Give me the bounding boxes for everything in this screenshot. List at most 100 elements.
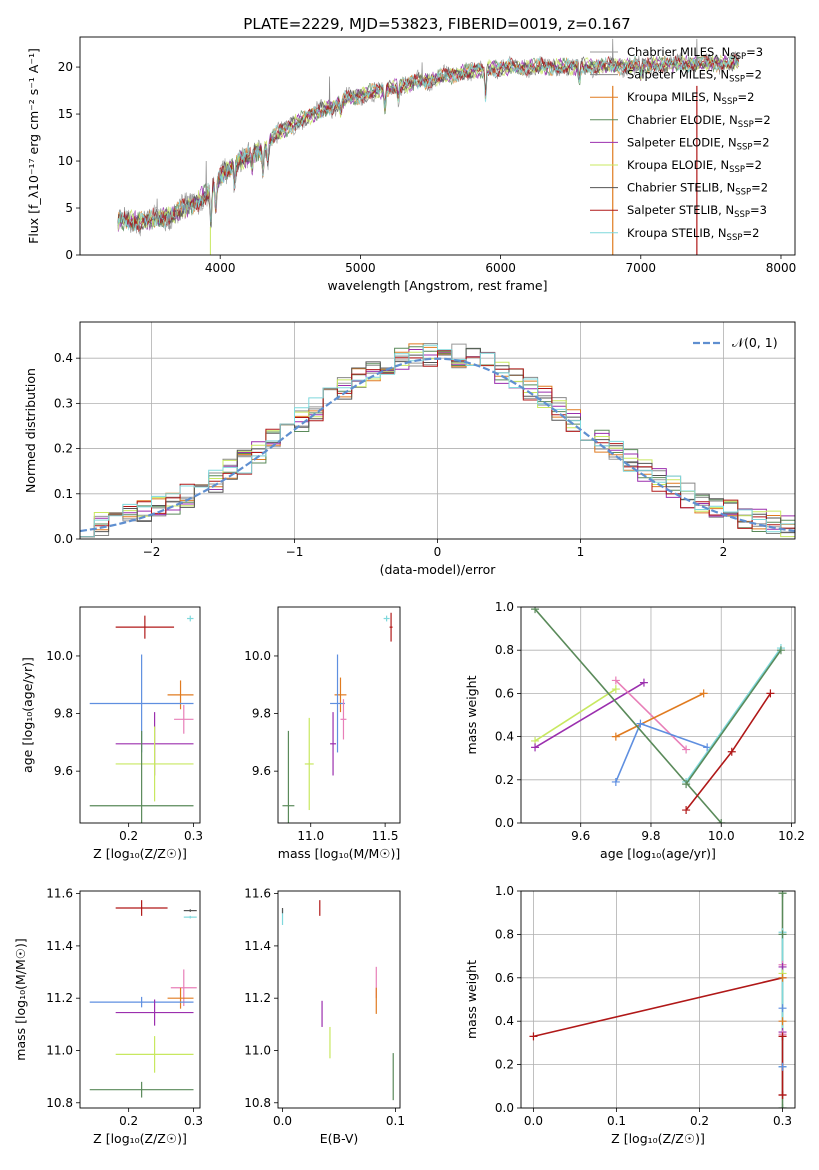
legend-label: Salpeter MILES, NSSP=2 (627, 68, 762, 85)
plot-frame (520, 890, 796, 1109)
y-tick-label: 0.6 (495, 971, 514, 985)
x-tick-label: 6000 (485, 261, 516, 275)
x-tick-label: 10.2 (778, 829, 805, 843)
x-tick-label: 0 (434, 545, 442, 559)
plus-marker (531, 607, 540, 614)
x-tick-label: 7000 (626, 261, 657, 275)
plot-frame (79, 890, 201, 1109)
x-axis-label: Z [log₁₀(Z/Z☉)] (93, 846, 187, 861)
plus-marker (682, 780, 691, 789)
y-tick-label: 0.2 (495, 773, 514, 787)
x-axis-label: mass [log₁₀(M/M☉)] (278, 846, 400, 861)
y-tick-label: 1.0 (495, 600, 514, 614)
spectrum-series-line (117, 51, 739, 234)
y-tick-label: 11.0 (244, 1043, 271, 1057)
plot-frame (277, 890, 401, 1109)
y-tick-label: 10.0 (46, 649, 73, 663)
weight-series-line (615, 692, 705, 738)
plus-marker (778, 1104, 787, 1108)
weight-series-line (534, 688, 617, 742)
y-axis-label: Flux [f_λ10⁻¹⁷ erg cm⁻² s⁻¹ A⁻¹] (26, 48, 41, 244)
legend-label: Salpeter ELODIE, NSSP=2 (627, 135, 770, 152)
age-vs-mass-panel: 11.0 11.5 9.6 9.8 10.0 mass [log₁₀(M/M☉)] (244, 606, 401, 861)
weight-series-line (534, 608, 722, 823)
y-tick-label: 9.8 (252, 707, 271, 721)
normal-distribution-curve (80, 357, 795, 533)
plus-marker (778, 1032, 787, 1041)
x-axis-label: Z [log₁₀(Z/Z☉)] (93, 1131, 187, 1146)
x-tick-label: 11.0 (297, 829, 324, 843)
plus-marker (727, 747, 736, 756)
x-tick-label: 9.6 (571, 829, 590, 843)
histogram-series (80, 344, 795, 538)
y-axis-label: Normed distribution (23, 368, 38, 493)
y-tick-label: 9.6 (252, 764, 271, 778)
legend-label: Kroupa ELODIE, NSSP=2 (627, 158, 762, 175)
y-tick-label: 11.4 (244, 939, 271, 953)
plus-marker (611, 777, 620, 786)
y-tick-label: 11.6 (244, 887, 271, 901)
plus-marker (531, 743, 540, 752)
plus-marker (776, 646, 785, 655)
plus-marker (682, 806, 691, 815)
legend-label: 𝒩(0, 1) (732, 335, 778, 350)
weight-series-line (685, 649, 782, 785)
mass-vs-ebv-panel: 0.0 0.1 10.8 11.0 11.2 11.4 11.6 E(B-V) (244, 887, 405, 1146)
plus-marker (717, 819, 726, 823)
spectrum-series-line (117, 54, 739, 233)
y-tick-label: 0 (65, 248, 73, 262)
plus-marker (611, 685, 620, 694)
plus-marker (636, 719, 645, 728)
y-tick-label: 10.8 (46, 1096, 73, 1110)
weight-vs-age-panel: 9.6 9.8 10.0 10.2 0.0 0.2 0.4 0.6 0.8 1.0 age [log… (464, 600, 805, 861)
spectrum-series-line (117, 55, 739, 232)
plus-marker (778, 891, 787, 898)
y-axis-label: mass weight (464, 675, 479, 754)
x-tick-label: 0.0 (524, 1114, 543, 1128)
legend-label: Salpeter STELIB, NSSP=3 (627, 203, 767, 220)
y-tick-label: 11.2 (46, 991, 73, 1005)
plus-marker (778, 1004, 787, 1013)
figure-title: PLATE=2229, MJD=53823, FIBERID=0019, z=0… (243, 15, 630, 33)
x-tick-label: 10.0 (708, 829, 735, 843)
y-tick-label: 0.2 (54, 442, 73, 456)
y-tick-label: 0.4 (495, 730, 514, 744)
y-axis-label: age [log₁₀(age/yr)] (20, 657, 35, 773)
x-tick-label: 8000 (766, 261, 797, 275)
y-tick-label: 0.4 (54, 351, 73, 365)
x-tick-label: 5000 (345, 261, 376, 275)
y-tick-label: 11.6 (46, 887, 73, 901)
y-tick-label: 0.6 (495, 686, 514, 700)
x-axis-label: Z [log₁₀(Z/Z☉)] (611, 1131, 705, 1146)
x-tick-label: 4000 (205, 261, 236, 275)
spectrum-spike (156, 198, 158, 219)
x-tick-label: −2 (143, 545, 161, 559)
x-axis-label: (data-model)/error (380, 562, 497, 577)
y-tick-label: 0.2 (495, 1058, 514, 1072)
x-axis-label: E(B-V) (320, 1131, 359, 1146)
x-tick-label: 0.0 (273, 1114, 292, 1128)
spectrum-spike (328, 76, 331, 108)
y-tick-label: 11.2 (244, 991, 271, 1005)
spectrum-spike (696, 38, 698, 64)
plus-marker (611, 732, 620, 741)
plus-marker (778, 930, 787, 939)
weight-series-line (615, 679, 687, 751)
y-tick-label: 11.0 (46, 1043, 73, 1057)
plus-marker (682, 745, 691, 754)
plus-marker (778, 973, 787, 982)
plus-marker (699, 689, 708, 698)
x-tick-label: −1 (286, 545, 304, 559)
y-tick-label: 0.3 (54, 396, 73, 410)
x-tick-label: 0.3 (184, 829, 203, 843)
plot-frame (277, 606, 401, 824)
y-tick-label: 10.0 (244, 649, 271, 663)
y-axis-label: mass [log₁₀(M/M☉)] (13, 938, 28, 1060)
y-tick-label: 5 (65, 201, 73, 215)
x-axis-label: wavelength [Angstrom, rest frame] (327, 278, 547, 293)
y-tick-label: 9.6 (54, 764, 73, 778)
plot-frame (79, 321, 796, 540)
weight-series-line (533, 977, 783, 1038)
plus-marker (639, 678, 648, 687)
weight-vs-z-panel: 0.0 0.1 0.2 0.3 0.0 0.2 0.4 0.6 0.8 1.0 Z [log₁₀(Z… (464, 884, 796, 1146)
